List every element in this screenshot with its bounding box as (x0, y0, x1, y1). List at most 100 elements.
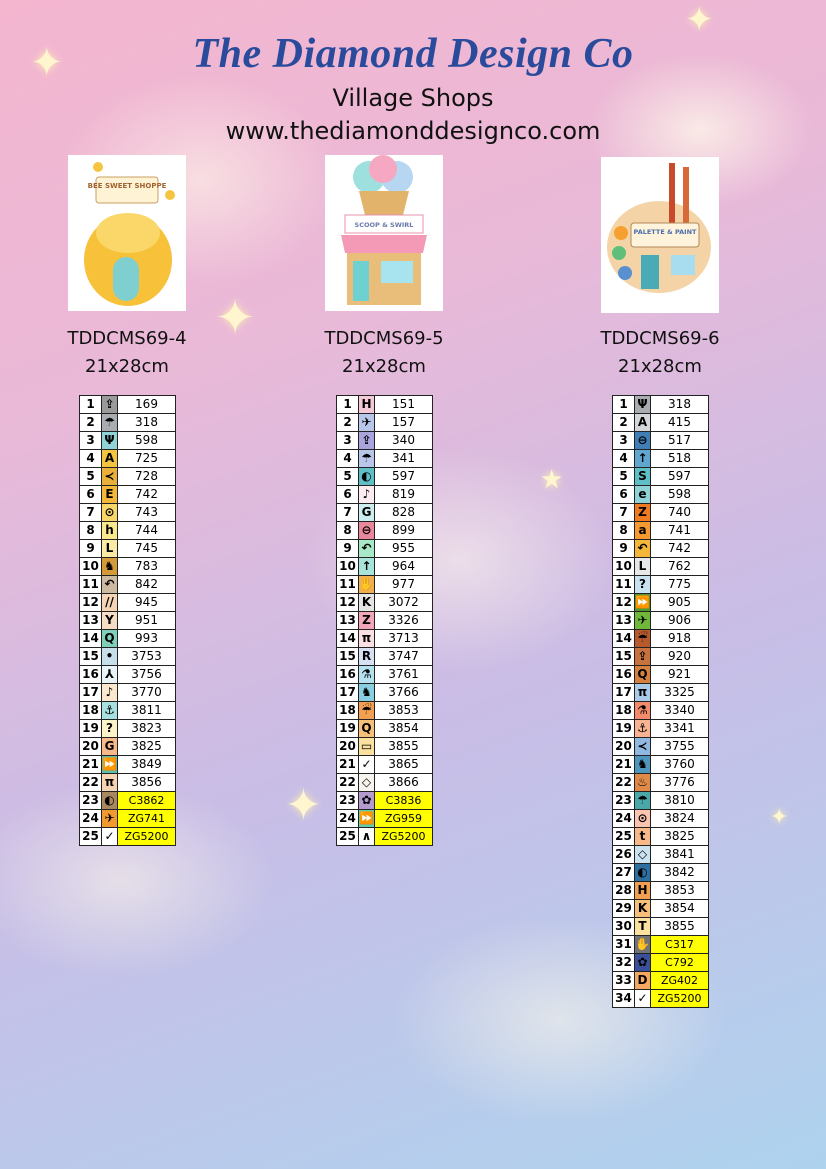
row-number: 14 (79, 629, 102, 648)
row-number: 9 (79, 539, 102, 558)
star-decoration: ✦ (770, 805, 789, 830)
row-number: 25 (79, 827, 102, 846)
table-row: 18 ⚗ 3340 (612, 701, 709, 720)
symbol-cell: ♞ (634, 755, 651, 774)
table-row: 12//945 (79, 593, 176, 612)
table-row: 4 ↑ 518 (612, 449, 709, 468)
product-code: TDDCMS69-4 (67, 328, 187, 349)
symbol-cell: t (634, 827, 651, 846)
dmc-code: 743 (117, 503, 176, 522)
dmc-code: 3865 (374, 755, 433, 774)
table-row: 12 K 3072 (336, 593, 433, 612)
row-number: 29 (612, 899, 635, 918)
row-number: 5 (79, 467, 102, 486)
table-row: 22 ◇ 3866 (336, 773, 433, 792)
row-number: 8 (79, 521, 102, 540)
product-size: 21x28cm (85, 356, 169, 377)
dmc-code: 341 (374, 449, 433, 468)
symbol-cell: ↶ (358, 539, 375, 558)
symbol-cell: ⚓ (101, 701, 118, 720)
table-row: 14 Q 993 (79, 629, 176, 648)
row-number: 15 (612, 647, 635, 666)
dmc-code: 3756 (117, 665, 176, 684)
dmc-code: 945 (117, 593, 176, 612)
row-number: 16 (79, 665, 102, 684)
symbol-cell: ◇ (358, 773, 375, 792)
product-size: 21x28cm (342, 356, 426, 377)
row-number: 15 (79, 647, 102, 666)
dmc-code: 3340 (650, 701, 709, 720)
dmc-code: 744 (117, 521, 176, 540)
symbol-cell: ⚓ (634, 719, 651, 738)
row-number: 14 (336, 629, 359, 648)
dmc-code: 598 (117, 431, 176, 450)
symbol-cell: ✈ (101, 809, 118, 828)
table-row: 18 ☔ 3853 (336, 701, 433, 720)
table-row: 6 E 742 (79, 485, 176, 504)
symbol-cell: ◐ (101, 791, 118, 810)
row-number: 33 (612, 971, 635, 990)
symbol-cell: ☔ (358, 701, 375, 720)
row-number: 4 (612, 449, 635, 468)
row-number: 17 (612, 683, 635, 702)
symbol-cell: ✓ (358, 755, 375, 774)
symbol-cell: ↑ (358, 557, 375, 576)
website-link[interactable]: www.thediamonddesignco.com (225, 117, 601, 145)
table-row: 31 ✋ C317 (612, 935, 709, 954)
table-row: 9 ↶ 955 (336, 539, 433, 558)
dmc-code: 3747 (374, 647, 433, 666)
table-row: 5 S 597 (612, 467, 709, 486)
table-row: 22 π 3856 (79, 773, 176, 792)
table-row: 26 ◇ 3841 (612, 845, 709, 864)
dmc-code: 993 (117, 629, 176, 648)
row-number: 23 (612, 791, 635, 810)
dmc-code: 745 (117, 539, 176, 558)
dmc-code: ZG5200 (374, 827, 433, 846)
symbol-cell: h (101, 521, 118, 540)
symbol-cell: ⏩ (101, 755, 118, 774)
symbol-cell: ✿ (358, 791, 375, 810)
dmc-code: 740 (650, 503, 709, 522)
row-number: 13 (79, 611, 102, 630)
symbol-cell: H (634, 881, 651, 900)
row-number: 1 (79, 395, 102, 414)
table-row: 9 L 745 (79, 539, 176, 558)
dmc-code: 977 (374, 575, 433, 594)
row-number: 11 (336, 575, 359, 594)
symbol-cell: // (101, 593, 118, 612)
row-number: 20 (336, 737, 359, 756)
color-key-table: 1 H 151 2 ✈ 157 3 ⇪ 340 4 ☂ 341 5 ◐ 597 6 ♪ 819 7 G 828 8 ⊖ 899… (336, 395, 433, 846)
table-row: 19? 3823 (79, 719, 176, 738)
symbol-cell: ≺ (101, 467, 118, 486)
dmc-code: 842 (117, 575, 176, 594)
dmc-code: 775 (650, 575, 709, 594)
row-number: 32 (612, 953, 635, 972)
row-number: 22 (612, 773, 635, 792)
row-number: 20 (79, 737, 102, 756)
row-number: 19 (336, 719, 359, 738)
dmc-code: 3854 (650, 899, 709, 918)
symbol-cell: ⏩ (634, 593, 651, 612)
dmc-code: 598 (650, 485, 709, 504)
svg-text:PALETTE & PAINT: PALETTE & PAINT (634, 228, 697, 236)
table-row: 11? 775 (612, 575, 709, 594)
dmc-code: 3072 (374, 593, 433, 612)
table-row: 11 ✋ 977 (336, 575, 433, 594)
symbol-cell: Ψ (101, 431, 118, 450)
symbol-cell: E (101, 485, 118, 504)
symbol-cell: G (101, 737, 118, 756)
dmc-code: 3341 (650, 719, 709, 738)
dmc-code: 3760 (650, 755, 709, 774)
row-number: 21 (336, 755, 359, 774)
symbol-cell: ? (101, 719, 118, 738)
symbol-cell: ◐ (358, 467, 375, 486)
table-row: 13 Y 951 (79, 611, 176, 630)
row-number: 10 (612, 557, 635, 576)
table-row: 8 h 744 (79, 521, 176, 540)
dmc-code: 3841 (650, 845, 709, 864)
table-row: 29 K 3854 (612, 899, 709, 918)
row-number: 6 (336, 485, 359, 504)
dmc-code: 783 (117, 557, 176, 576)
symbol-cell: K (358, 593, 375, 612)
dmc-code: 819 (374, 485, 433, 504)
